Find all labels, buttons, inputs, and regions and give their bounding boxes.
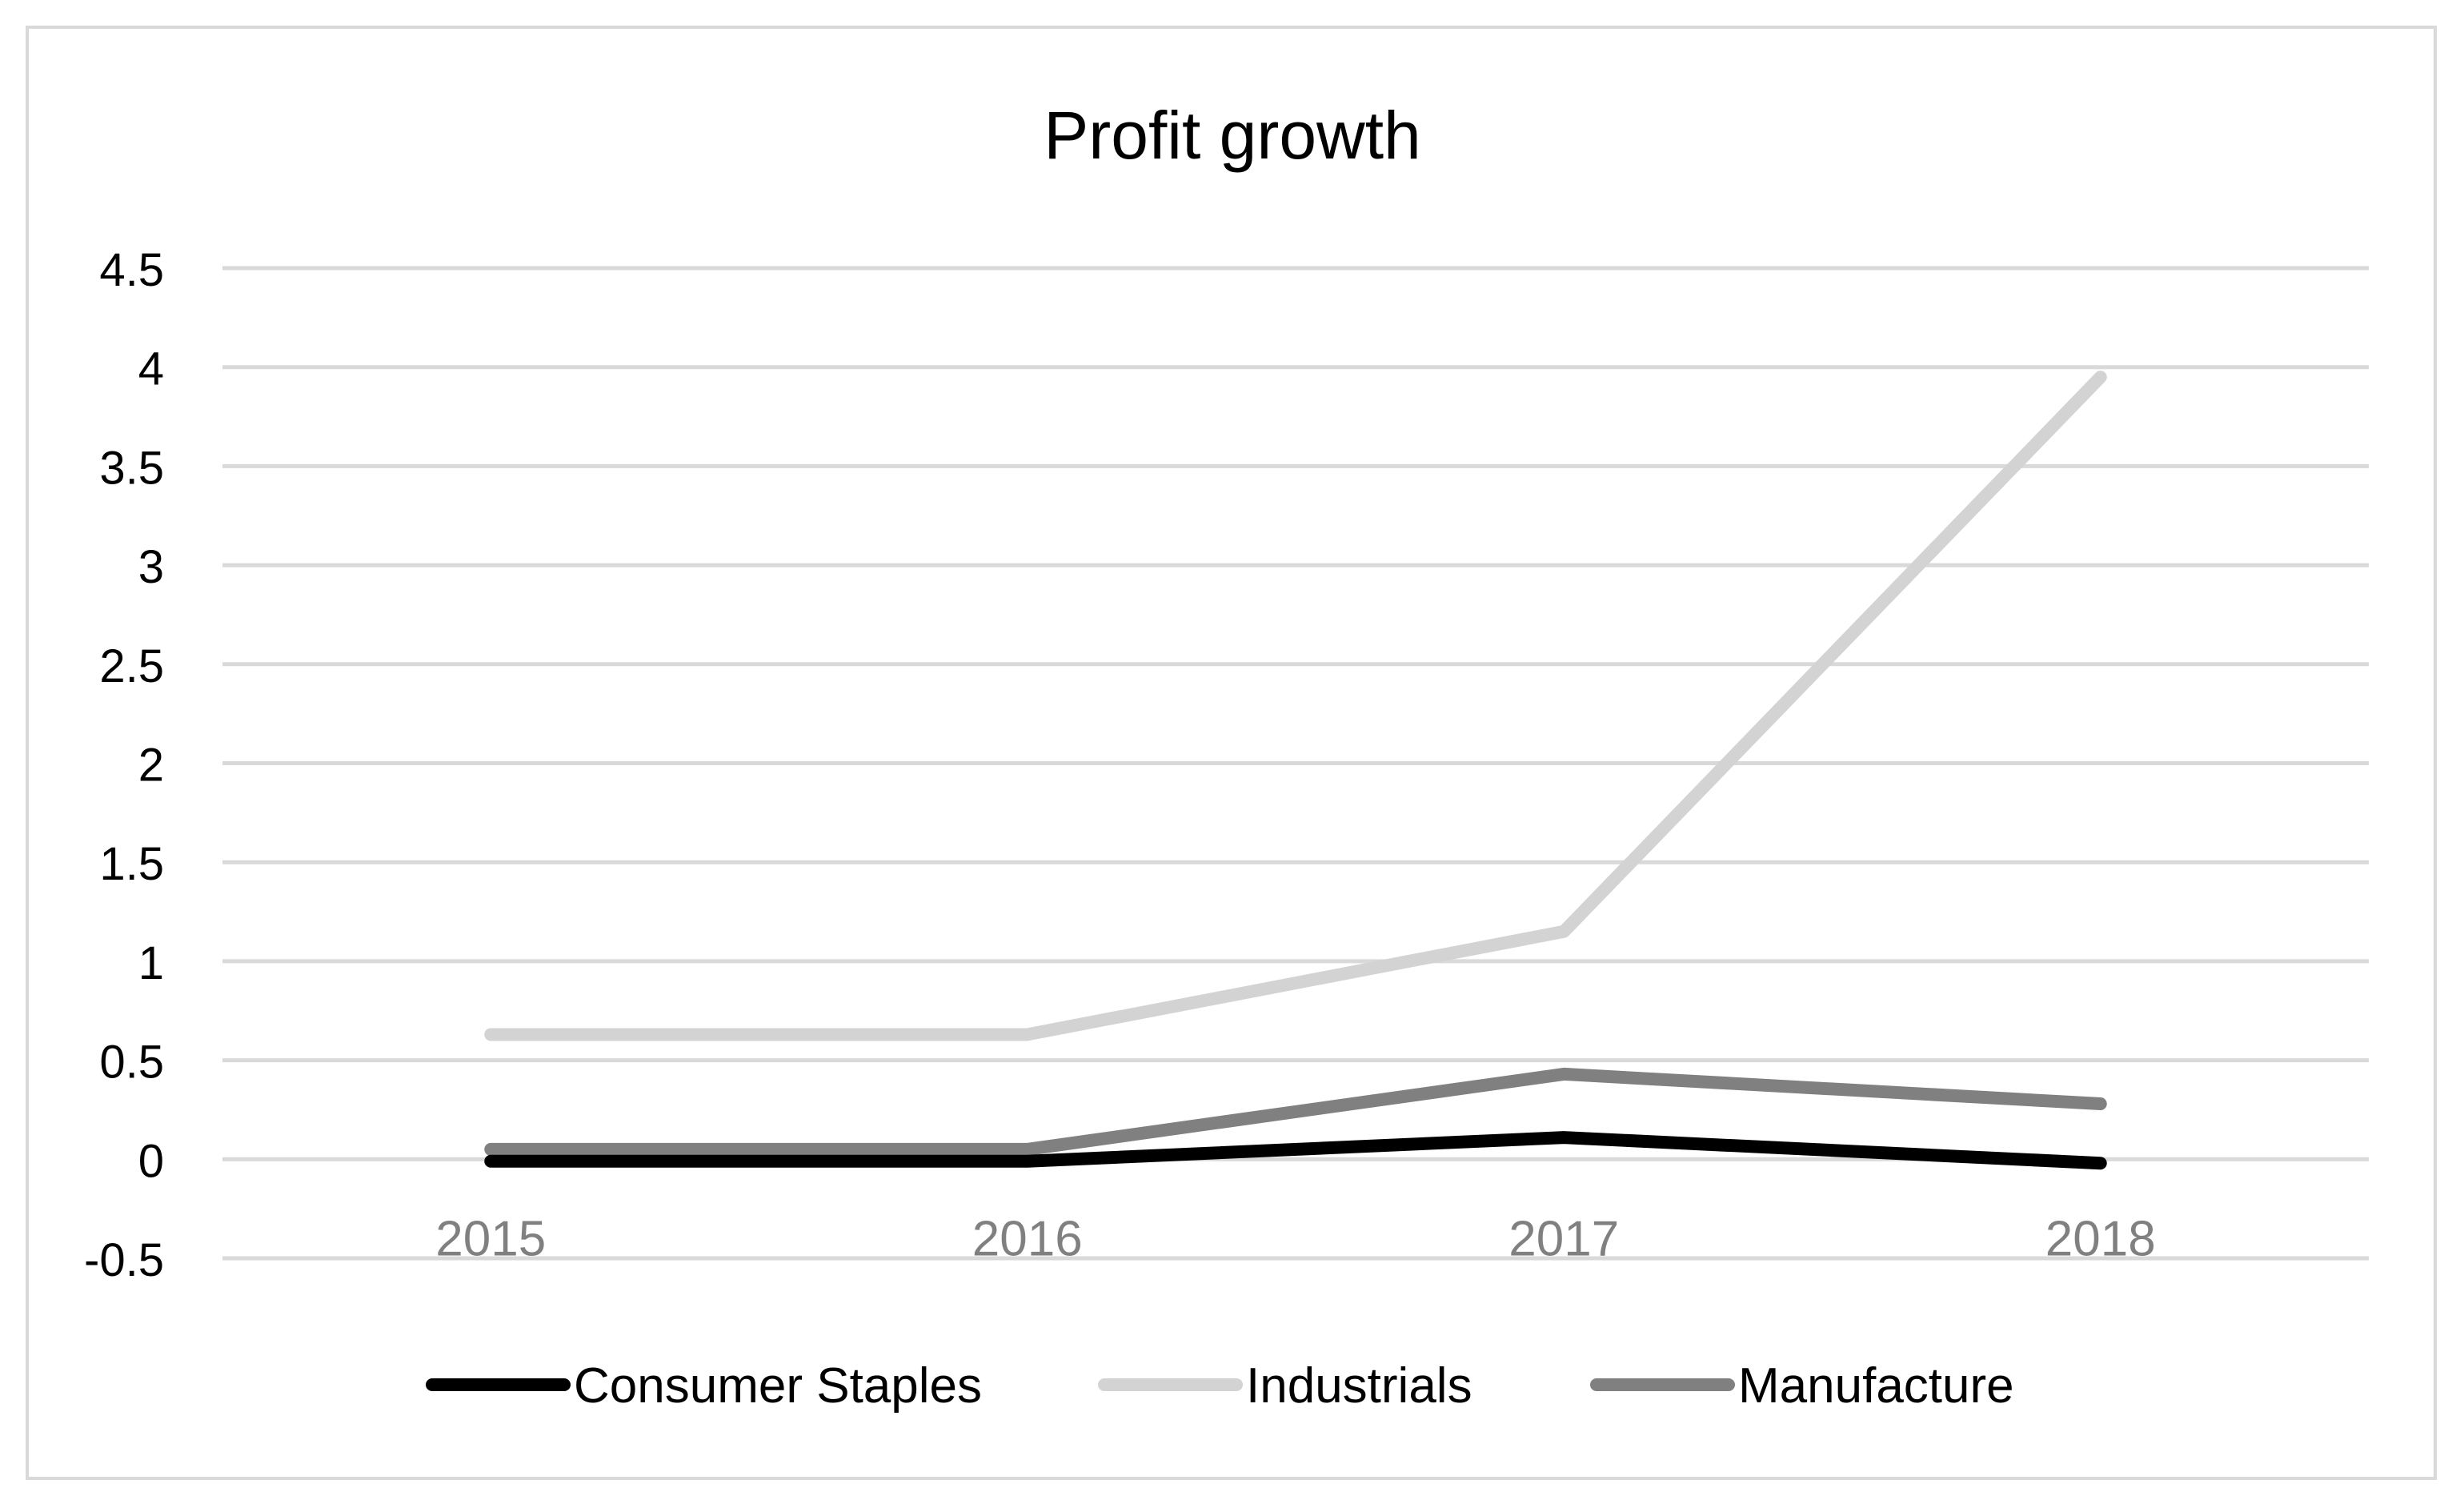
y-tick-label: 1 xyxy=(138,937,164,989)
legend-item: Consumer Staples xyxy=(426,1358,982,1414)
legend-label: Consumer Staples xyxy=(574,1358,982,1414)
chart-title: Profit growth xyxy=(1044,98,1421,173)
x-axis-tick-labels: 2015 2016 2017 2018 xyxy=(435,1211,2155,1266)
legend: Consumer Staples Industrials Manufacture xyxy=(426,1358,2014,1414)
data-point xyxy=(1563,1073,1565,1075)
data-point xyxy=(2100,376,2101,378)
legend-label: Industrials xyxy=(1246,1358,1472,1414)
data-point xyxy=(2100,1103,2101,1105)
y-tick-label: 3 xyxy=(138,541,164,593)
legend-label: Manufacture xyxy=(1738,1358,2014,1414)
x-tick-label: 2015 xyxy=(435,1211,546,1266)
y-tick-label: 4 xyxy=(138,343,164,395)
data-point xyxy=(2100,1162,2101,1164)
y-tick-label: -0.5 xyxy=(84,1234,164,1286)
x-tick-label: 2017 xyxy=(1508,1211,1619,1266)
y-axis-tick-labels: -0.5 0 0.5 1 1.5 2 2.5 3 3.5 4 4.5 xyxy=(84,244,164,1286)
y-tick-label: 0 xyxy=(138,1135,164,1187)
series-lines xyxy=(484,371,2107,1170)
series-line xyxy=(484,1067,2107,1156)
y-tick-label: 4.5 xyxy=(99,244,164,296)
series-manufacture xyxy=(484,1067,2107,1156)
series-consumer-staples xyxy=(484,1131,2107,1170)
legend-item: Manufacture xyxy=(1590,1358,2014,1414)
series-line xyxy=(484,1131,2107,1170)
y-tick-label: 2 xyxy=(138,740,164,792)
series-line xyxy=(484,371,2107,1041)
legend-item: Industrials xyxy=(1098,1358,1472,1414)
series-industrials xyxy=(484,371,2107,1041)
y-tick-label: 2.5 xyxy=(99,640,164,692)
x-tick-label: 2018 xyxy=(2045,1211,2156,1266)
y-tick-label: 1.5 xyxy=(99,838,164,890)
data-point xyxy=(1563,931,1565,932)
data-point xyxy=(1027,1033,1028,1035)
data-point xyxy=(1563,1137,1565,1138)
y-tick-label: 3.5 xyxy=(99,442,164,494)
x-tick-label: 2016 xyxy=(972,1211,1083,1266)
y-tick-label: 0.5 xyxy=(99,1037,164,1089)
